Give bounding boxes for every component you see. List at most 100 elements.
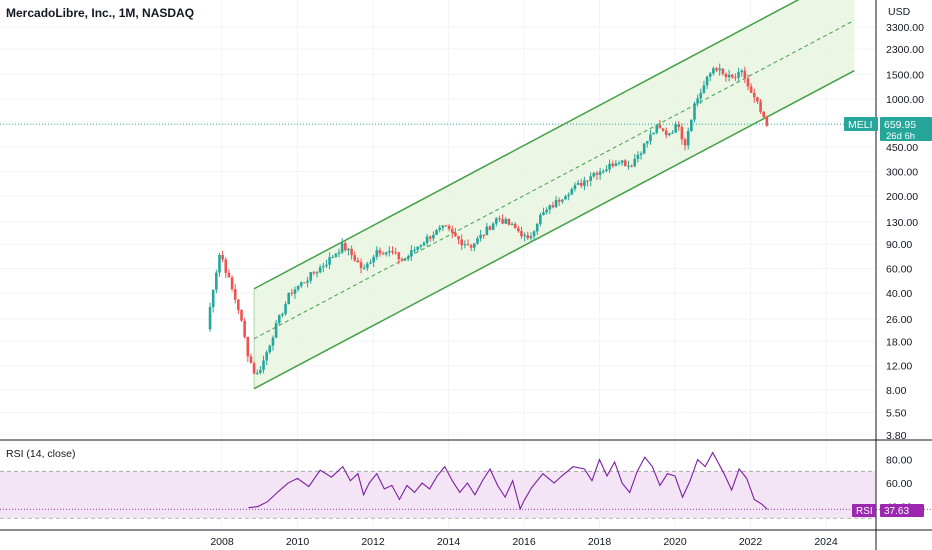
candle-body [605, 169, 608, 172]
candle-body [611, 163, 615, 166]
candle-body [334, 253, 338, 258]
price-tick-label: 450.00 [886, 142, 918, 154]
candle-body [586, 180, 589, 182]
channel-fill [254, 0, 855, 389]
price-tick-label: 3300.00 [886, 22, 924, 34]
candle-body [344, 243, 347, 251]
candle-body [441, 225, 445, 228]
candle-body [510, 223, 514, 225]
candle-body [649, 134, 652, 142]
candle-body [699, 92, 703, 99]
candle-body [554, 199, 558, 208]
candle-body [215, 272, 218, 290]
candle-body [491, 223, 495, 230]
candle-body [517, 228, 520, 232]
candle-body [488, 226, 492, 230]
candle-body [416, 246, 419, 250]
candle-body [237, 299, 240, 311]
candle-body [715, 68, 718, 71]
price-tick-label: 26.00 [886, 314, 912, 326]
candle-body [293, 289, 297, 294]
candle-body [532, 231, 536, 237]
candle-body [384, 252, 388, 255]
candle-body [271, 337, 275, 346]
candle-body [262, 360, 265, 370]
candle-body [539, 214, 542, 224]
price-tick-label: 60.00 [886, 264, 912, 276]
candle-body [756, 97, 759, 102]
candle-body [680, 127, 684, 140]
price-tick-label: 1000.00 [886, 94, 924, 106]
rsi-line [248, 451, 768, 511]
price-tick-label: 2300.00 [886, 44, 924, 56]
candle-body [290, 292, 294, 294]
candle-body [737, 72, 740, 78]
candle-body [306, 280, 309, 283]
rsi-legend[interactable]: RSI (14, close) [6, 448, 75, 460]
candle-body [752, 92, 756, 98]
regression-channel[interactable] [253, 0, 855, 390]
candle-body [432, 234, 435, 239]
candle-body [652, 132, 655, 135]
candle-body [312, 272, 316, 274]
candle-body [438, 227, 441, 230]
candle-body [498, 218, 501, 220]
candle-body [564, 196, 567, 200]
candle-body [642, 143, 646, 154]
candle-body [403, 259, 407, 261]
candle-body [614, 163, 618, 166]
candle-body [727, 74, 731, 78]
price-tick-label: 90.00 [886, 239, 912, 251]
candle-body [444, 225, 448, 227]
candle-body [299, 282, 303, 286]
candle-body [661, 128, 665, 131]
candle-body [221, 254, 224, 260]
candle-body [274, 322, 278, 338]
candle-body [495, 218, 498, 224]
candle-body [469, 245, 473, 248]
candle-body [362, 267, 366, 269]
candle-body [542, 212, 545, 215]
candle-body [598, 171, 602, 175]
candle-body [391, 251, 394, 253]
candle-body [375, 250, 379, 257]
candle-body [413, 249, 416, 251]
candle-body [646, 141, 649, 144]
time-tick-label: 2018 [588, 536, 612, 548]
candle-body [284, 304, 287, 314]
rsi-pane [0, 451, 932, 519]
candle-body [252, 363, 256, 374]
candle-body [450, 229, 454, 233]
candle-body [671, 132, 674, 134]
candle-body [337, 252, 341, 254]
candle-body [570, 188, 574, 195]
chart-title[interactable]: MercadoLibre, Inc., 1M, NASDAQ [6, 6, 194, 20]
price-tick-label: 300.00 [886, 167, 918, 179]
candle-body [762, 111, 766, 117]
candle-body [463, 244, 467, 246]
candle-body [353, 255, 357, 261]
candle-body [595, 173, 599, 175]
price-tick-label: 40.00 [886, 288, 912, 300]
candle-body [690, 119, 693, 132]
candle-body [331, 257, 335, 259]
candle-body [460, 239, 464, 246]
candle-body [677, 124, 681, 128]
candle-body [636, 154, 640, 159]
rsi-badge-value-box [880, 504, 924, 517]
candle-body [573, 184, 577, 189]
candle-body [240, 310, 243, 321]
candle-body [608, 163, 611, 170]
candle-body [356, 260, 360, 263]
channel-upper-line [253, 0, 800, 290]
candle-body [485, 226, 489, 236]
candle-body [482, 234, 486, 236]
candle-body [227, 272, 231, 278]
candle-body [281, 313, 284, 316]
price-badge-value: 659.95 [884, 119, 916, 131]
candle-body [249, 356, 253, 364]
candle-body [627, 165, 630, 167]
price-tick-label: 8.00 [886, 385, 907, 397]
candle-body [243, 320, 246, 337]
